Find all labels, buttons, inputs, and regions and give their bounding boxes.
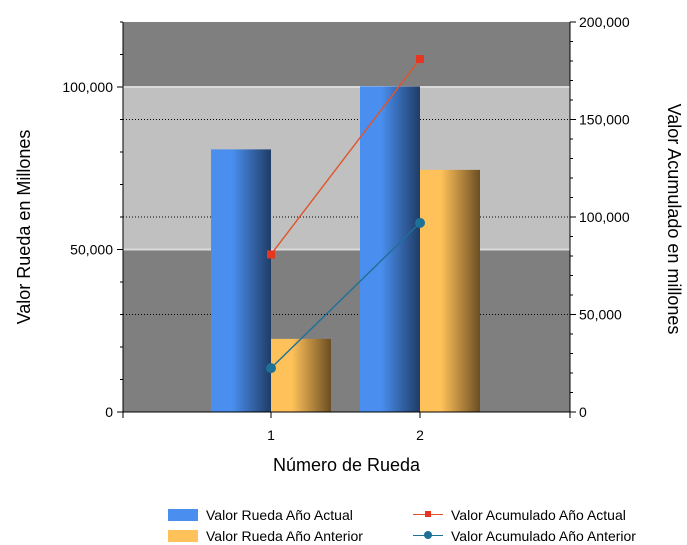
bar: [420, 169, 480, 412]
chart: 0 50,000 100,000 0 50,000 100,000 150,000 200,0…: [14, 14, 684, 475]
x-axis-title: Número de Rueda: [273, 455, 421, 475]
bar: [271, 338, 331, 412]
y-tick-label-right: 50,000: [579, 307, 622, 323]
legend-label: Valor Acumulado Año Anterior: [451, 528, 636, 544]
legend-swatch-bar-2: [168, 530, 198, 542]
y-axis-title-right: Valor Acumulado en millones: [664, 104, 684, 335]
legend: Valor Rueda Año Actual Valor Rueda Año A…: [168, 506, 687, 544]
x-tick-label: 1: [267, 427, 275, 443]
line-series: [270, 58, 421, 255]
plot-band: [123, 87, 570, 250]
line-point: [267, 250, 275, 259]
legend-marker-circle: [424, 531, 432, 539]
y-tick-label-right: 200,000: [579, 14, 630, 30]
y-tick-label-left: 100,000: [62, 79, 113, 95]
legend-label: Valor Acumulado Año Actual: [451, 507, 626, 523]
y-axis-title-left: Valor Rueda en Millones: [14, 130, 34, 325]
legend-marker-square: [425, 511, 431, 517]
y-tick-label-left: 50,000: [70, 242, 113, 258]
y-tick-label-right: 100,000: [579, 209, 630, 225]
legend-label: Valor Rueda Año Anterior: [206, 528, 363, 544]
line-series: [270, 222, 421, 369]
y-tick-label-left: 0: [105, 404, 113, 420]
bar: [211, 149, 271, 412]
legend-label: Valor Rueda Año Actual: [206, 507, 353, 523]
line-point: [266, 363, 276, 374]
y-tick-label-right: 150,000: [579, 112, 630, 128]
y-tick-label-right: 0: [579, 404, 587, 420]
line-point: [415, 217, 425, 228]
bar: [360, 86, 420, 412]
x-tick-label: 2: [416, 427, 424, 443]
line-point: [416, 55, 424, 64]
legend-swatch-bar-1: [168, 509, 198, 521]
